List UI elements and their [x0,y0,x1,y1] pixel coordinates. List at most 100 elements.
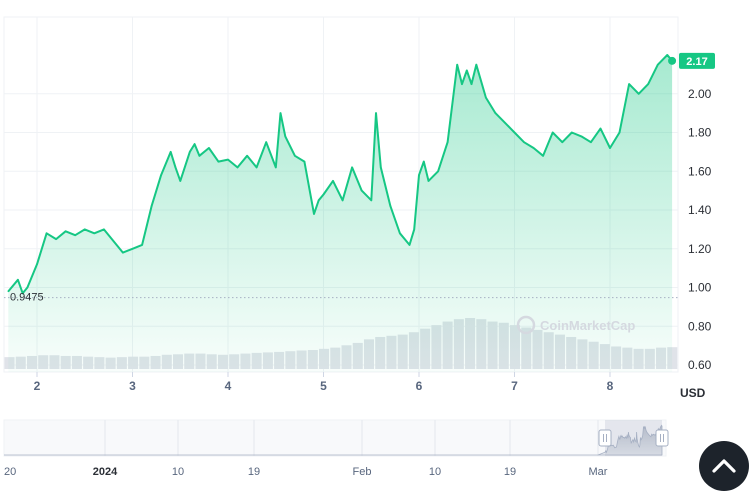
price-point [375,112,377,114]
scroll-to-top-button[interactable] [699,441,749,491]
current-price-text: 2.17 [686,56,707,68]
price-point [389,205,392,207]
price-point [618,131,621,134]
price-point [465,69,468,72]
price-point [571,131,573,134]
price-point [64,230,67,233]
y-tick-label: 1.60 [688,164,712,178]
price-point [408,244,411,246]
navigator-right-handle[interactable] [655,429,669,447]
price-point [7,290,10,293]
y-axis: 2.00 1.80 1.60 1.40 1.20 1.00 0.80 0.60 [688,87,712,372]
price-point [103,228,105,231]
navigator-area [4,424,663,456]
price-point [93,232,96,235]
price-point [255,166,258,169]
y-tick-label: 1.80 [688,126,712,140]
price-point [437,170,439,173]
price-point [74,234,76,236]
x-axis: 2 3 4 5 6 7 8 [34,372,614,393]
price-point [246,154,248,157]
price-point [198,154,201,157]
price-point [513,131,516,134]
price-point [590,141,592,143]
price-point [370,199,373,202]
unit-label: USD [680,386,706,400]
price-point [461,83,463,85]
price-point [470,83,473,85]
price-point [656,63,659,66]
price-point [317,199,320,202]
x-tick-label: 6 [416,379,423,393]
price-point [313,213,315,215]
price-point [279,112,282,114]
price-point [322,193,325,196]
price-point [380,166,382,169]
range-navigator[interactable]: 20 2024 10 19 Feb 10 19 Mar [3,419,669,478]
navigator-selection[interactable] [605,420,662,456]
price-point [17,278,19,281]
price-point [189,151,191,153]
navigator-label: 10 [429,466,441,478]
navigator-label: 10 [172,466,184,478]
price-point [227,158,229,161]
price-point [341,199,344,202]
watermark-text: CoinMarketCap [540,318,635,333]
price-point [532,147,535,149]
y-tick-label: 0.60 [688,358,712,372]
price-point [542,154,544,157]
price-point [193,143,196,145]
price-point [360,189,363,192]
price-point [647,83,649,85]
price-point [208,147,210,149]
price-area [7,54,673,372]
price-point [294,154,296,157]
navigator-labels: 20 2024 10 19 Feb 10 19 Mar [4,466,608,478]
watermark: CoinMarketCap [516,315,635,335]
current-price-tag: 2.17 [668,52,715,69]
navigator-label: 2024 [93,466,118,478]
navigator-label: Feb [353,466,372,478]
price-point [351,166,353,169]
navigator-grid [104,420,599,456]
price-point [456,63,459,66]
x-tick-label: 3 [129,379,136,393]
x-tick-label: 4 [225,379,232,393]
price-point [332,180,334,182]
y-tick-label: 1.40 [688,203,712,217]
price-point [150,205,153,207]
price-point [45,232,48,235]
price-point [422,160,425,163]
price-point [580,135,583,138]
navigator-label: 20 [4,466,16,478]
price-point [485,96,487,99]
price-point [141,244,143,246]
navigator-track [3,419,667,457]
price-point [174,166,177,169]
price-point [399,232,401,235]
start-value-label: 0.9475 [10,292,44,304]
price-point [83,228,86,231]
y-tick-label: 1.00 [688,281,712,295]
price-point [26,286,29,289]
price-point [446,141,449,143]
price-point [628,83,630,85]
price-point [666,54,669,56]
price-point [122,251,124,254]
price-point [427,180,430,182]
price-point [217,160,220,163]
navigator-left-handle[interactable] [598,429,612,447]
price-point [131,247,134,250]
price-point [504,122,506,124]
watermark-logo-icon [516,315,536,335]
price-point [55,238,57,240]
price-point [523,141,525,143]
price-point [21,292,24,295]
navigator-label: Mar [589,466,608,478]
price-point [36,263,38,266]
price-point [112,240,115,242]
navigator-label: 19 [248,466,260,478]
volume-bar [667,347,678,369]
price-point [637,92,640,95]
